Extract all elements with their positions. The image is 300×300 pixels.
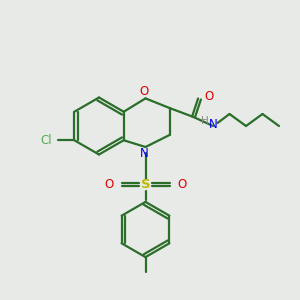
Text: S: S	[141, 178, 150, 191]
Text: N: N	[209, 118, 218, 131]
Text: O: O	[177, 178, 186, 191]
Text: O: O	[105, 178, 114, 191]
Text: N: N	[140, 147, 148, 160]
Text: Cl: Cl	[40, 134, 52, 147]
Text: O: O	[140, 85, 148, 98]
Text: H: H	[201, 116, 208, 126]
Text: O: O	[204, 90, 213, 103]
